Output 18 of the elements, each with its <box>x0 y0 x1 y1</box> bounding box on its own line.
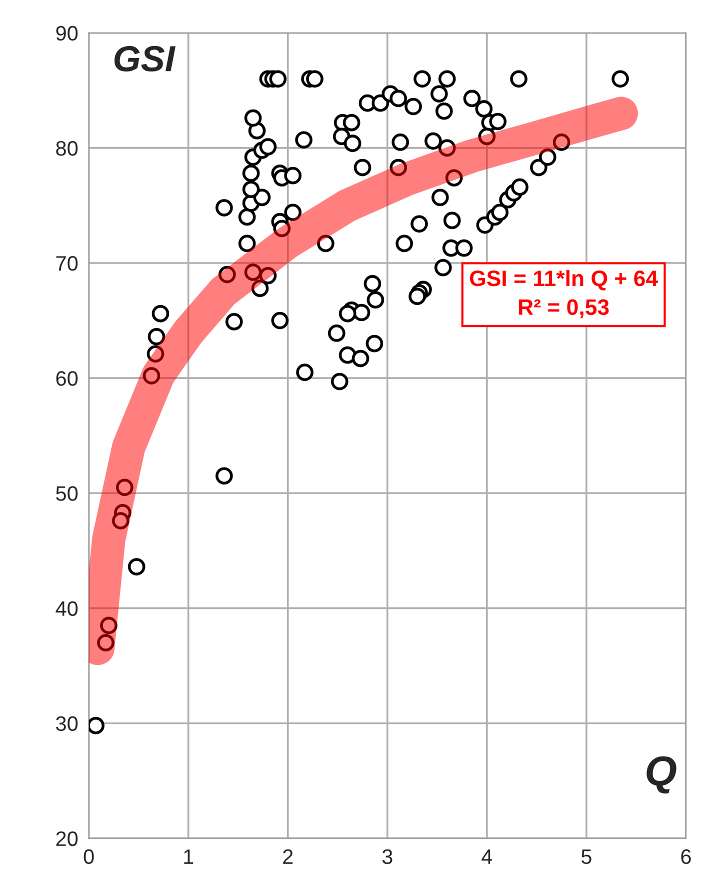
y-tick-label: 70 <box>56 256 78 271</box>
x-tick-label: 5 <box>581 850 592 864</box>
y-axis-title: GSI <box>114 46 176 72</box>
y-tick-label: 60 <box>56 371 78 386</box>
x-tick-label: 6 <box>681 849 691 864</box>
x-axis-title: Q <box>646 756 676 794</box>
y-tick-label: 50 <box>56 486 78 501</box>
y-tick-label: 80 <box>56 140 78 156</box>
y-tick-label: 30 <box>56 716 78 732</box>
y-tick-label: 20 <box>56 831 78 846</box>
annotation: GSI = 11*ln Q + 64 R² = 0,53 <box>470 270 658 318</box>
y-tick-label: 90 <box>56 26 78 41</box>
x-tick-label: 0 <box>84 849 94 864</box>
x-tick-label: 2 <box>283 849 293 864</box>
x-tick-label: 4 <box>482 850 492 864</box>
x-tick-label: 3 <box>382 849 392 864</box>
y-tick-label: 40 <box>56 601 78 616</box>
x-tick-label: 1 <box>184 850 194 864</box>
